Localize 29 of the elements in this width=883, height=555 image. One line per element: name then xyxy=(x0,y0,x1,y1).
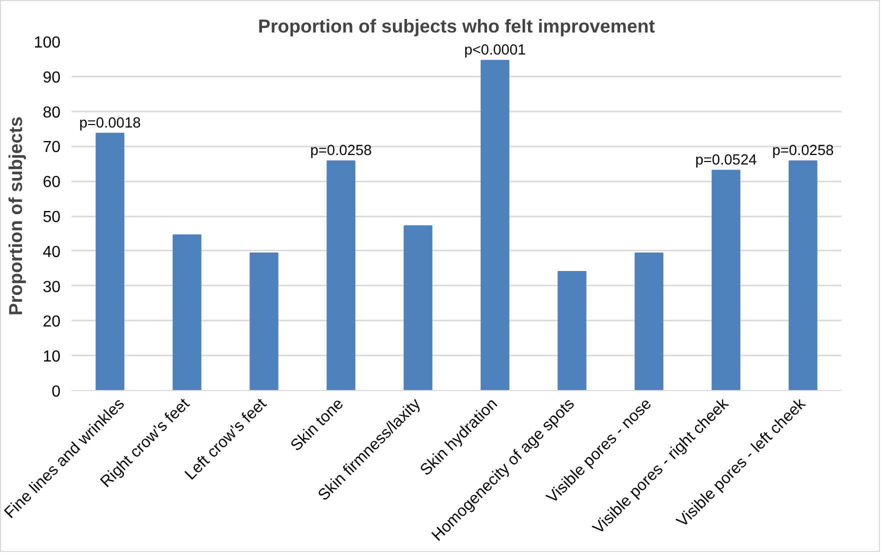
annotation: p=0.0018 xyxy=(79,115,141,132)
y-tick-label: 20 xyxy=(42,314,61,331)
y-tick-label: 70 xyxy=(42,139,61,156)
bar xyxy=(404,225,432,390)
y-tick-label: 0 xyxy=(52,384,61,400)
bar xyxy=(634,252,664,390)
chart-title: Proportion of subjects who felt improvement xyxy=(258,16,656,36)
y-tick-label: 50 xyxy=(42,209,61,226)
y-axis-title: Proportion of subjects xyxy=(4,116,26,316)
annotation: p=0.0258 xyxy=(310,142,372,159)
annotation: p=0.0258 xyxy=(772,142,834,159)
bar xyxy=(480,60,510,390)
bar xyxy=(788,160,818,390)
y-tick-label: 10 xyxy=(42,348,61,366)
y-tick-label: 30 xyxy=(42,278,61,296)
x-tick-label: Skin tone xyxy=(288,395,348,455)
y-tick-label: 40 xyxy=(42,244,61,261)
annotation: p<0.0001 xyxy=(464,42,526,58)
y-tick-label: 90 xyxy=(42,69,61,86)
y-tick-label: 60 xyxy=(42,174,61,192)
bar xyxy=(172,234,202,390)
y-tick-label: 80 xyxy=(42,104,61,122)
bar xyxy=(558,270,586,390)
bar xyxy=(250,252,278,390)
y-tick-label: 100 xyxy=(34,34,61,52)
bar xyxy=(96,132,124,390)
bar xyxy=(326,160,356,390)
annotation: p=0.0524 xyxy=(695,152,757,168)
bar xyxy=(712,170,740,390)
